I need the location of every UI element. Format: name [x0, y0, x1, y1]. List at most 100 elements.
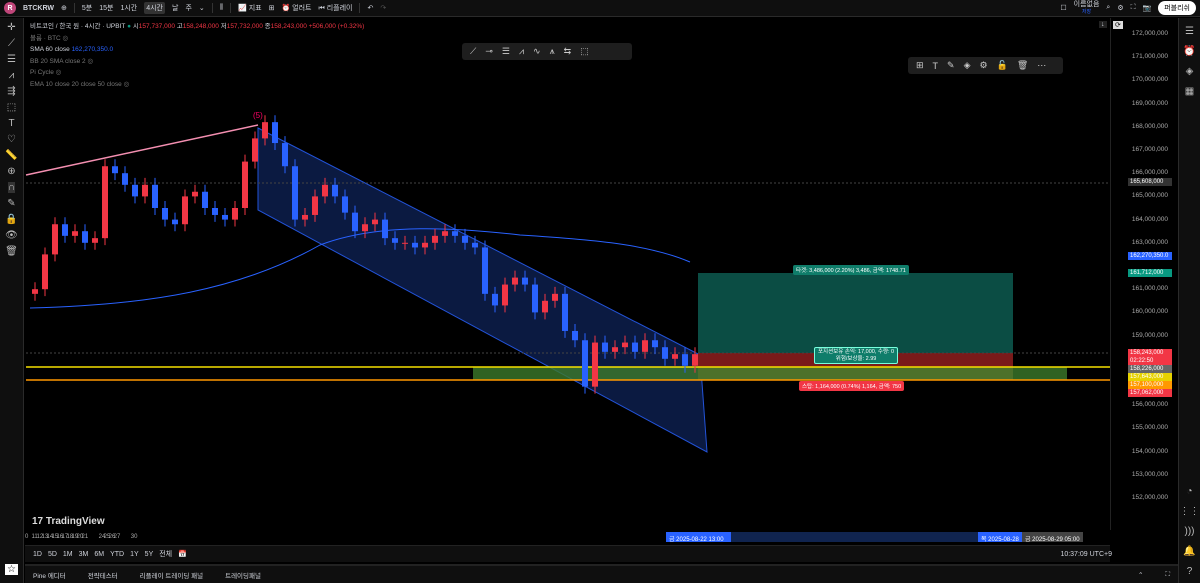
signal-icon[interactable]: ◔: [1186, 486, 1193, 497]
projection-icon[interactable]: ⇶: [7, 86, 16, 97]
delete-icon[interactable]: 🗑: [1016, 60, 1029, 70]
range-5d[interactable]: 5D: [47, 550, 57, 558]
layout-name[interactable]: 이름없음 저장: [1074, 1, 1100, 16]
undo-icon[interactable]: ↶: [367, 5, 374, 12]
elliott-tool-icon[interactable]: ⩚: [549, 46, 555, 56]
legend-bb[interactable]: BB 20 SMA close 2 ◎: [30, 57, 94, 65]
templates-icon[interactable]: ⊞: [268, 5, 275, 12]
crosshair-icon[interactable]: ✛: [7, 22, 16, 33]
range-1m[interactable]: 1M: [62, 550, 73, 558]
brush-icon[interactable]: ⬚: [6, 102, 17, 113]
range-1y[interactable]: 1Y: [130, 550, 139, 558]
range-ytd[interactable]: YTD: [110, 550, 125, 558]
interval-day[interactable]: 날: [172, 5, 179, 12]
range-all[interactable]: 전체: [159, 551, 173, 558]
interval-4h[interactable]: 4시간: [144, 2, 165, 14]
pattern-icon[interactable]: ⩘: [8, 70, 15, 81]
trendline-icon[interactable]: ⟋: [8, 38, 15, 49]
indicators-button[interactable]: 📈 지표: [238, 5, 262, 12]
interval-week[interactable]: 주: [185, 5, 192, 12]
price-tick: 164,000,000: [1131, 215, 1168, 223]
grid-icon[interactable]: ⊞: [916, 60, 924, 70]
interval-5m[interactable]: 5분: [81, 5, 93, 12]
stay-drawing-icon[interactable]: ✎: [7, 198, 16, 209]
alarm-icon[interactable]: ⏰: [1183, 46, 1196, 57]
object-toolbar: ⊞ T ✎ ◈ ⚙ 🔓 🗑 ⋯: [908, 57, 1063, 74]
magnet-icon[interactable]: ∩: [7, 182, 16, 193]
watchlist-icon[interactable]: ☰: [1185, 26, 1194, 37]
tab-trading-panel[interactable]: 트레이딩패널: [225, 572, 261, 580]
layers-icon[interactable]: ◈: [1185, 66, 1194, 77]
lock-icon[interactable]: 🔒: [5, 214, 18, 225]
settings-icon[interactable]: ⚙: [1117, 5, 1124, 12]
interval-15m[interactable]: 15분: [99, 5, 114, 12]
avatar[interactable]: R: [4, 2, 16, 14]
auto-scale-button[interactable]: ⟳: [1113, 21, 1123, 29]
price-axis[interactable]: ↓ ⟳ 02:22:50 172,000,000 171,000,000 170,0…: [1099, 18, 1178, 530]
range-5y[interactable]: 5Y: [144, 550, 154, 558]
tab-replay-trading[interactable]: 리플레이 트레이딩 패널: [139, 572, 204, 580]
candle-type-icon[interactable]: ⫼: [219, 4, 224, 11]
price-chart[interactable]: [0, 0, 1110, 531]
goto-date-icon[interactable]: 📅: [178, 551, 187, 558]
range-6m[interactable]: 6M: [94, 550, 105, 558]
collapse-icon[interactable]: ⌃: [1137, 571, 1144, 579]
legend-sma[interactable]: SMA 60 close 162,270,350.0: [30, 44, 364, 56]
redo-icon[interactable]: ↷: [380, 5, 387, 12]
tab-strategy-tester[interactable]: 전략테스터: [87, 572, 118, 580]
broadcast-icon[interactable]: ))): [1184, 526, 1195, 537]
chevron-down-icon[interactable]: ⌄: [198, 5, 205, 12]
replay-button[interactable]: ⏮ 리플레이: [318, 5, 353, 12]
publish-button[interactable]: 퍼블리쉬: [1158, 1, 1196, 15]
hline-tool-icon[interactable]: ⊸: [485, 46, 493, 56]
object-settings-icon[interactable]: ⚙: [979, 60, 988, 70]
compare-plus-icon[interactable]: ⊕: [60, 5, 67, 12]
fib-icon[interactable]: ☰: [7, 54, 16, 65]
alert-button[interactable]: ⏰ 얼러트: [281, 5, 312, 12]
layout-icon[interactable]: ☐: [1060, 5, 1067, 12]
interval-1h[interactable]: 1시간: [120, 5, 138, 12]
symbol-search[interactable]: BTCKRW: [23, 4, 54, 12]
tab-pine-editor[interactable]: Pine 에디터: [33, 572, 66, 580]
legend-pi[interactable]: Pi Cycle ◎: [30, 69, 62, 76]
candle: [602, 342, 608, 352]
trash-icon[interactable]: 🗑: [5, 246, 18, 257]
ruler-icon[interactable]: 📏: [5, 150, 18, 161]
eye-icon[interactable]: 👁: [5, 230, 18, 241]
candle: [492, 293, 498, 306]
price-tick: 154,000,000: [1131, 447, 1168, 455]
legend-ema[interactable]: EMA 10 close 20 close 50 close ◎: [30, 80, 130, 88]
calendar-icon[interactable]: ▦: [1184, 86, 1195, 97]
scroll-down-button[interactable]: ↓: [1099, 21, 1107, 28]
apps-icon[interactable]: ⋮⋮: [1179, 506, 1200, 517]
maximize-icon[interactable]: ⛶: [1165, 570, 1170, 578]
fill-color-icon[interactable]: ◈: [963, 60, 971, 70]
pattern-tool-icon[interactable]: ⩘: [518, 46, 525, 56]
camera-icon[interactable]: 📷: [1142, 5, 1152, 12]
bell-icon[interactable]: 🔔: [1183, 546, 1196, 557]
help-icon[interactable]: ?: [1186, 566, 1193, 577]
range-tool-icon[interactable]: ⇆: [563, 46, 572, 56]
range-1d[interactable]: 1D: [33, 550, 42, 558]
wave-tool-icon[interactable]: ∿: [533, 46, 541, 56]
legend-volume[interactable]: 볼륨 · BTC ◎: [30, 34, 69, 42]
text-color-icon[interactable]: T: [932, 60, 939, 71]
favorites-star-icon[interactable]: ☆: [5, 564, 18, 575]
channel-tool-icon[interactable]: ☰: [501, 46, 510, 56]
frame-tool-icon[interactable]: ⬚: [580, 46, 589, 56]
candle: [552, 293, 558, 301]
zoom-icon[interactable]: ⊕: [7, 166, 16, 177]
line-tool-icon[interactable]: ⟋: [470, 46, 477, 56]
text-icon[interactable]: T: [8, 118, 15, 129]
heart-icon[interactable]: ♡: [7, 134, 16, 145]
pen-color-icon[interactable]: ✎: [947, 60, 955, 70]
fullscreen-icon[interactable]: ⛶: [1130, 4, 1136, 11]
range-3m[interactable]: 3M: [78, 550, 89, 558]
unlock-icon[interactable]: 🔓: [996, 60, 1008, 70]
quick-search-icon[interactable]: ⌕: [1106, 4, 1111, 11]
clock[interactable]: 10:37:09 UTC+9: [1060, 550, 1112, 558]
price-tick: 170,000,000: [1131, 76, 1168, 84]
price-tick: 153,000,000: [1131, 470, 1168, 478]
time-axis[interactable]: 금 2025-08-22 13:00 목 2025-08-28 금 2025-0…: [25, 531, 1110, 543]
more-icon[interactable]: ⋯: [1037, 60, 1047, 70]
